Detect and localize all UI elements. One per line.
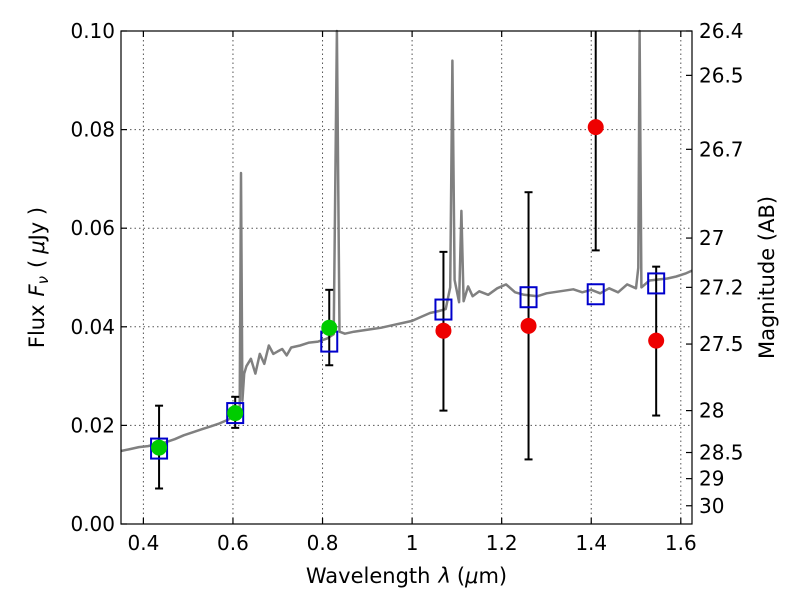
y2-tick-label: 29 [699, 467, 724, 491]
y2-tick-label: 27 [699, 226, 724, 250]
x-tick-label: 0.8 [307, 531, 339, 555]
y-axis-label: Flux Fν ( μJy ) [25, 207, 52, 348]
x-axis-label-symbol: λ [437, 564, 450, 588]
errorbars [155, 31, 661, 490]
y2-tick-label: 26.4 [699, 19, 744, 43]
spectrum-line [120, 29, 693, 453]
x-tick-label: 0.4 [127, 531, 159, 555]
y-tick-label: 0.10 [70, 19, 115, 43]
x-tick-label: 1.4 [575, 531, 607, 555]
red-point [648, 332, 665, 349]
x-tick-label: 1.2 [486, 531, 518, 555]
y2-axis-label: Magnitude (AB) [755, 196, 779, 359]
model-photometry-series [150, 272, 666, 460]
model-point [434, 298, 453, 321]
observed-photometry-series [151, 119, 665, 456]
y-axis-label-unit-mu: μ [25, 240, 49, 254]
y-axis-label-sub: ν [34, 276, 52, 284]
x-axis-label-unit-mu: μ [464, 564, 478, 588]
x-tick-label: 1 [406, 531, 419, 555]
detected-point [227, 405, 244, 422]
x-axis-label-unit-rest: m) [478, 564, 507, 588]
y2-tick-label: 28.5 [699, 441, 744, 465]
y-tick-label: 0.04 [70, 315, 115, 339]
red-point [587, 119, 604, 136]
detected-point [321, 319, 338, 336]
y-tick-label: 0.02 [70, 413, 115, 437]
y2-tick-label: 28 [699, 399, 724, 423]
model-point [150, 437, 169, 460]
y-tick-label: 0.06 [70, 216, 115, 240]
spectrum-series [120, 29, 693, 453]
y-axis-label-symbol: F [25, 283, 49, 296]
red-point [435, 322, 452, 339]
model-point [586, 283, 605, 306]
model-point [519, 286, 538, 309]
y-axis-label-text: Flux [25, 304, 49, 348]
x-tick-label: 0.6 [217, 531, 249, 555]
y-tick-label: 0.00 [70, 512, 115, 536]
grid [121, 30, 692, 525]
x-axis-label-text: Wavelength [306, 564, 431, 588]
model-point [647, 272, 666, 295]
y-axis-label-unit-rest: Jy ) [25, 207, 49, 243]
x-axis-label: Wavelength λ (μm) [306, 564, 507, 588]
axis-ticks: 0.4 0.6 0.8 1 1.2 1.4 1.6 0.00 0.02 0.04 0.06 0.08 0… [70, 19, 743, 555]
y2-tick-label: 26.5 [699, 63, 744, 87]
detected-point [151, 439, 168, 456]
red-point [520, 317, 537, 334]
plot-frame [120, 30, 693, 525]
y-axis-label-unit-open: ( [25, 260, 49, 268]
y2-tick-label: 27.5 [699, 332, 744, 356]
y2-tick-label: 30 [699, 494, 724, 518]
x-tick-label: 1.6 [665, 531, 697, 555]
y2-tick-label: 27.2 [699, 275, 744, 299]
x-axis-label-unit-open: ( [457, 564, 465, 588]
y-tick-label: 0.08 [70, 118, 115, 142]
y2-tick-label: 26.7 [699, 137, 744, 161]
